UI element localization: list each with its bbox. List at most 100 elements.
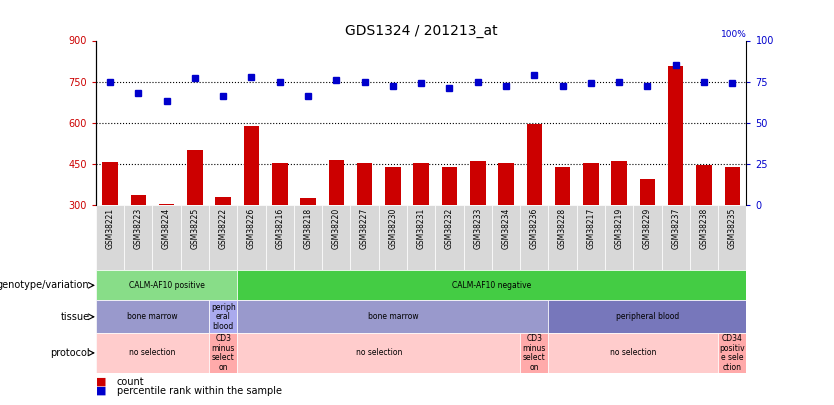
Bar — [357, 163, 372, 205]
Bar — [555, 167, 570, 205]
Bar — [526, 124, 542, 205]
Text: GSM38219: GSM38219 — [615, 208, 624, 249]
Bar — [238, 270, 746, 301]
Text: no selection: no selection — [610, 348, 656, 357]
Text: GSM38223: GSM38223 — [133, 208, 143, 249]
Text: GSM38230: GSM38230 — [389, 208, 397, 249]
Text: protocol: protocol — [50, 348, 89, 358]
Text: GSM38232: GSM38232 — [445, 208, 454, 249]
Bar — [272, 163, 288, 205]
Bar — [96, 301, 209, 333]
Text: ■: ■ — [96, 386, 107, 396]
Bar — [414, 163, 429, 205]
Text: CALM-AF10 negative: CALM-AF10 negative — [452, 281, 531, 290]
Text: tissue: tissue — [60, 312, 89, 322]
Bar — [520, 205, 549, 270]
Bar — [577, 205, 605, 270]
Text: GSM38224: GSM38224 — [162, 208, 171, 249]
Bar — [158, 204, 174, 205]
Bar — [209, 301, 238, 333]
Bar — [690, 205, 718, 270]
Text: GSM38233: GSM38233 — [473, 208, 482, 249]
Text: bone marrow: bone marrow — [368, 312, 418, 321]
Bar — [470, 162, 485, 205]
Text: GSM38218: GSM38218 — [304, 208, 313, 249]
Text: GSM38222: GSM38222 — [219, 208, 228, 249]
Bar — [131, 195, 146, 205]
Bar — [238, 301, 549, 333]
Text: CD3
minus
select
on: CD3 minus select on — [212, 334, 235, 372]
Bar — [238, 205, 265, 270]
Text: GSM38229: GSM38229 — [643, 208, 652, 249]
Bar — [238, 333, 520, 373]
Bar — [661, 205, 690, 270]
Bar — [153, 205, 181, 270]
Text: GSM38235: GSM38235 — [728, 208, 736, 249]
Bar — [611, 162, 627, 205]
Bar — [181, 205, 209, 270]
Bar — [379, 205, 407, 270]
Bar — [244, 126, 259, 205]
Bar — [407, 205, 435, 270]
Text: no selection: no selection — [355, 348, 402, 357]
Bar — [322, 205, 350, 270]
Text: GSM38225: GSM38225 — [190, 208, 199, 249]
Bar — [520, 333, 549, 373]
Bar — [696, 165, 711, 205]
Bar — [605, 205, 633, 270]
Bar — [187, 150, 203, 205]
Title: GDS1324 / 201213_at: GDS1324 / 201213_at — [344, 24, 498, 38]
Text: GSM38228: GSM38228 — [558, 208, 567, 249]
Bar — [294, 205, 322, 270]
Bar — [300, 198, 316, 205]
Text: GSM38236: GSM38236 — [530, 208, 539, 249]
Bar — [435, 205, 464, 270]
Bar — [265, 205, 294, 270]
Bar — [549, 301, 746, 333]
Text: GSM38231: GSM38231 — [417, 208, 425, 249]
Text: GSM38216: GSM38216 — [275, 208, 284, 249]
Text: GSM38237: GSM38237 — [671, 208, 681, 249]
Text: GSM38217: GSM38217 — [586, 208, 595, 249]
Bar — [96, 205, 124, 270]
Text: CD3
minus
select
on: CD3 minus select on — [523, 334, 546, 372]
Bar — [549, 205, 577, 270]
Bar — [350, 205, 379, 270]
Bar — [103, 162, 118, 205]
Bar — [640, 179, 656, 205]
Bar — [498, 163, 514, 205]
Text: no selection: no selection — [129, 348, 176, 357]
Text: GSM38227: GSM38227 — [360, 208, 369, 249]
Text: GSM38226: GSM38226 — [247, 208, 256, 249]
Bar — [464, 205, 492, 270]
Text: genotype/variation: genotype/variation — [0, 280, 89, 290]
Text: peripheral blood: peripheral blood — [615, 312, 679, 321]
Bar — [668, 66, 684, 205]
Bar — [96, 270, 238, 301]
Bar — [124, 205, 153, 270]
Text: bone marrow: bone marrow — [127, 312, 178, 321]
Text: ■: ■ — [96, 377, 107, 387]
Bar — [549, 333, 718, 373]
Text: GSM38221: GSM38221 — [106, 208, 114, 249]
Bar — [492, 205, 520, 270]
Text: CALM-AF10 positive: CALM-AF10 positive — [128, 281, 204, 290]
Bar — [718, 333, 746, 373]
Bar — [633, 205, 661, 270]
Text: periph
eral
blood: periph eral blood — [211, 303, 235, 331]
Text: GSM38234: GSM38234 — [501, 208, 510, 249]
Bar — [442, 167, 457, 205]
Text: GSM38238: GSM38238 — [700, 208, 709, 249]
Text: GSM38220: GSM38220 — [332, 208, 341, 249]
Bar — [583, 163, 599, 205]
Bar — [215, 197, 231, 205]
Text: 100%: 100% — [721, 30, 746, 39]
Bar — [96, 333, 209, 373]
Bar — [329, 160, 344, 205]
Text: CD34
positiv
e sele
ction: CD34 positiv e sele ction — [720, 334, 745, 372]
Text: percentile rank within the sample: percentile rank within the sample — [117, 386, 282, 396]
Bar — [725, 167, 740, 205]
Bar — [209, 205, 238, 270]
Bar — [385, 167, 400, 205]
Bar — [718, 205, 746, 270]
